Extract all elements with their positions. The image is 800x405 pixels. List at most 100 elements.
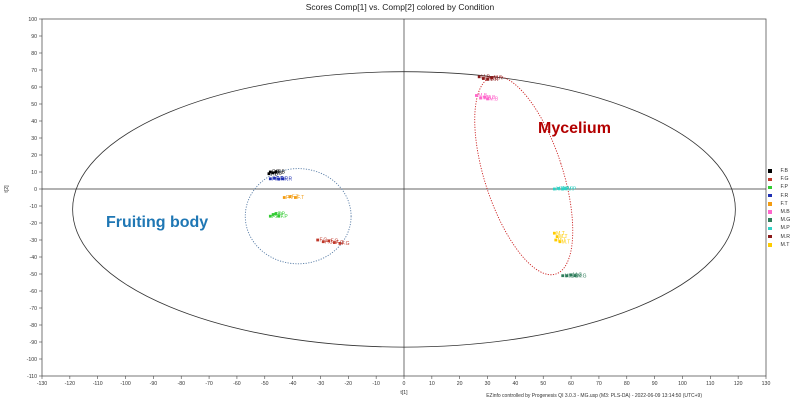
legend-swatch-m-b xyxy=(768,210,772,214)
legend-item-m-p: M.P xyxy=(768,224,790,232)
legend-item-f-r: F.R xyxy=(768,192,790,200)
legend-label-f-r: F.R xyxy=(780,192,789,199)
point-label-f-g: F.G xyxy=(342,241,350,247)
point-label-m-r: M.R xyxy=(489,77,499,83)
y-tick-label: 90 xyxy=(31,34,37,40)
legend-item-f-t: F.T xyxy=(768,200,790,208)
point-label-f-g: F.G xyxy=(325,239,333,245)
y-tick-label: -80 xyxy=(30,323,38,329)
point-label-f-r: F.R xyxy=(272,176,280,182)
y-tick-label: -110 xyxy=(27,374,37,380)
point-f-p xyxy=(271,213,275,216)
point-f-p xyxy=(277,214,281,218)
point-m-g xyxy=(569,273,573,277)
x-tick-label: -130 xyxy=(37,381,47,387)
point-m-p xyxy=(561,187,565,191)
point-m-g xyxy=(573,274,577,278)
x-tick-label: 80 xyxy=(624,381,630,387)
x-tick-label: -20 xyxy=(345,381,353,387)
point-f-p xyxy=(274,212,278,216)
x-tick-label: 90 xyxy=(652,381,658,387)
x-tick-label: -80 xyxy=(177,381,185,387)
legend-label-m-t: M.T xyxy=(780,241,790,248)
y-tick-label: 40 xyxy=(31,119,37,125)
x-tick-label: 40 xyxy=(512,381,518,387)
x-tick-label: 10 xyxy=(429,381,435,387)
point-m-b xyxy=(483,95,487,99)
y-tick-label: -70 xyxy=(30,306,38,312)
point-m-g xyxy=(565,274,569,278)
point-f-r xyxy=(281,177,285,181)
point-label-m-p: M.P xyxy=(565,187,575,193)
point-label-f-b: F.B xyxy=(271,171,279,177)
footer-note: EZinfo controlled by Progenesis QI 3.0.3… xyxy=(486,393,702,399)
point-f-r xyxy=(268,177,272,181)
legend-item-f-p: F.P xyxy=(768,183,790,191)
point-label-f-p: F.P xyxy=(278,211,286,217)
point-label-m-b: M.B xyxy=(489,97,499,103)
x-tick-label: 70 xyxy=(596,381,602,387)
group-label-mycelium: Mycelium xyxy=(538,120,611,137)
point-f-t xyxy=(288,195,292,199)
legend-item-m-b: M.B xyxy=(768,208,790,216)
point-f-g xyxy=(316,238,320,242)
legend-item-m-t: M.T xyxy=(768,241,790,249)
legend-item-m-r: M.R xyxy=(768,233,790,241)
legend-label-m-r: M.R xyxy=(780,233,791,240)
x-tick-label: -10 xyxy=(372,381,380,387)
point-label-f-t: F.T xyxy=(297,195,304,201)
point-m-p xyxy=(552,187,556,191)
y-tick-label: -90 xyxy=(30,340,38,346)
x-tick-label: -60 xyxy=(233,381,241,387)
point-label-m-b: M.B xyxy=(487,95,497,101)
point-label-m-g: M.G xyxy=(569,273,579,279)
x-tick-label: -70 xyxy=(205,381,213,387)
x-tick-label: 0 xyxy=(403,381,406,387)
point-m-r xyxy=(481,77,485,80)
point-m-b xyxy=(486,97,489,101)
point-f-r xyxy=(273,176,276,180)
point-f-r xyxy=(277,177,281,181)
legend-swatch-f-t xyxy=(768,202,772,206)
x-tick-label: -90 xyxy=(150,381,158,387)
point-m-r xyxy=(490,76,494,80)
confidence-ellipse xyxy=(72,71,736,348)
point-label-m-t: M.T xyxy=(562,239,571,245)
point-label-f-r: F.R xyxy=(280,177,288,183)
legend-item-f-g: F.G xyxy=(768,175,790,183)
y-tick-label: 30 xyxy=(31,136,37,142)
y-tick-label: 80 xyxy=(31,51,37,57)
point-f-g xyxy=(327,239,331,243)
point-label-m-t: M.T xyxy=(559,234,568,240)
point-m-t xyxy=(555,235,559,238)
legend-label-m-g: M.G xyxy=(780,217,791,224)
point-f-b xyxy=(274,170,278,174)
x-tick-label: -100 xyxy=(120,381,130,387)
point-m-t xyxy=(558,240,562,244)
point-label-f-t: F.T xyxy=(286,195,293,201)
point-f-g xyxy=(338,242,342,245)
legend-swatch-f-r xyxy=(768,193,772,198)
point-label-f-r: F.R xyxy=(285,176,293,182)
legend-label-f-p: F.P xyxy=(780,184,789,191)
x-tick-label: -110 xyxy=(93,381,103,387)
y-tick-label: 70 xyxy=(31,68,37,74)
legend-swatch-m-t xyxy=(768,243,772,247)
point-f-g xyxy=(321,240,325,244)
point-m-p xyxy=(557,187,560,190)
y-axis-label: t[2] xyxy=(4,185,10,193)
group-ellipse-fruiting-body xyxy=(244,168,352,265)
legend-label-f-b: F.B xyxy=(780,168,789,175)
point-f-p xyxy=(268,214,272,218)
point-label-m-g: M.G xyxy=(577,273,587,279)
point-label-m-p: M.P xyxy=(556,187,566,193)
y-tick-label: -60 xyxy=(30,289,38,295)
point-label-f-p: F.P xyxy=(280,214,288,220)
point-label-m-t: M.T xyxy=(556,231,565,237)
point-label-m-g: M.G xyxy=(565,273,575,279)
point-label-m-g: M.G xyxy=(573,272,583,278)
y-tick-label: -10 xyxy=(30,204,38,210)
point-label-m-r: M.R xyxy=(494,75,504,81)
legend-label-m-b: M.B xyxy=(780,209,790,216)
x-tick-label: -120 xyxy=(65,381,75,387)
